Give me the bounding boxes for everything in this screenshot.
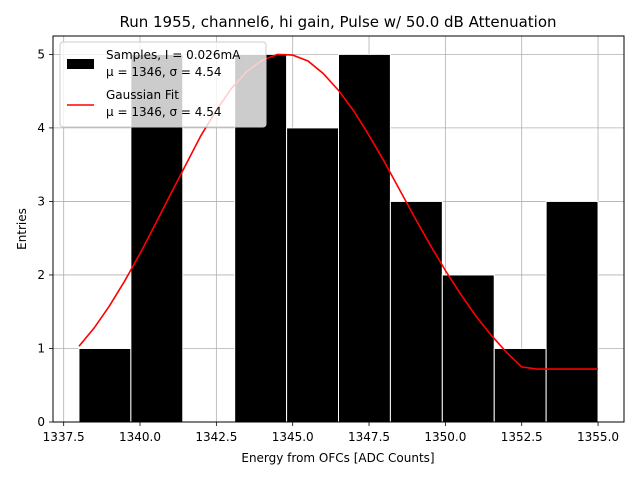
y-tick-label: 1 [37,341,45,355]
x-tick-label: 1345.0 [272,430,314,444]
y-tick-label: 4 [37,121,45,135]
y-tick-label: 3 [37,194,45,208]
x-tick-label: 1342.5 [195,430,237,444]
histogram-bar [286,127,340,423]
legend-samples-label: Samples, I = 0.026mA [106,48,241,62]
x-tick-label: 1337.5 [43,430,85,444]
legend-fit-stats: μ = 1346, σ = 4.54 [106,105,222,119]
y-tick-label: 5 [37,47,45,61]
x-tick-label: 1347.5 [348,430,390,444]
plot-frame [52,35,625,423]
chart-title: Run 1955, channel6, hi gain, Pulse w/ 50… [119,13,556,31]
x-tick-label: 1350.0 [424,430,466,444]
x-tick-label: 1352.5 [501,430,543,444]
x-axis: 1337.5 1340.0 1342.5 1345.0 1347.5 1350.0 1352… [43,422,619,444]
histogram-bar [338,53,391,423]
histogram-bar [78,347,132,423]
legend-swatch-samples [67,59,94,69]
legend-fit-label: Gaussian Fit [106,88,179,102]
histogram-bar [545,200,599,423]
y-axis: 0 1 2 3 4 5 [37,47,53,429]
y-tick-label: 0 [37,415,45,429]
histogram-bar [441,274,495,423]
y-axis-label: Entries [15,208,29,250]
legend-samples-stats: μ = 1346, σ = 4.54 [106,65,222,79]
histogram-bar [389,200,443,423]
histogram-bar [493,347,547,423]
legend-box [59,41,267,128]
x-axis-label: Energy from OFCs [ADC Counts] [241,451,434,465]
y-tick-label: 2 [37,268,45,282]
legend: Samples, I = 0.026mA μ = 1346, σ = 4.54 … [59,41,267,128]
gaussian-fit-line [78,53,598,370]
x-tick-label: 1355.0 [577,430,619,444]
x-tick-label: 1340.0 [119,430,161,444]
